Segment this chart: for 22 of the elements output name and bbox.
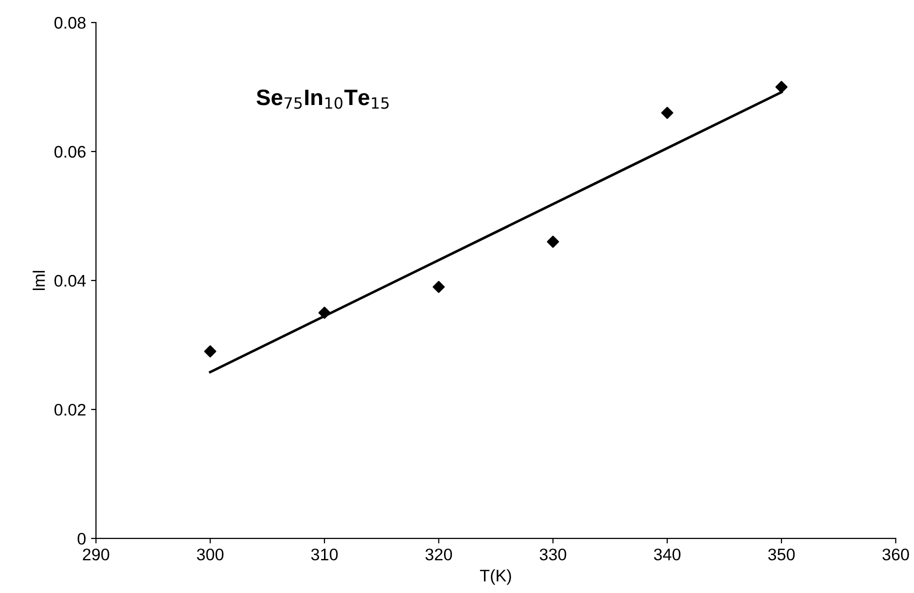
point	[546, 236, 560, 248]
x-tick-label: 310	[311, 548, 338, 560]
y-axis-title: lml	[32, 270, 45, 290]
point	[318, 306, 331, 319]
x-tick-label: 320	[425, 548, 452, 560]
y-tick-label: 0.08	[54, 16, 86, 29]
point	[432, 280, 445, 294]
y-tick-label: 0.02	[54, 404, 86, 416]
x-tick-label: 290	[82, 548, 110, 560]
x-tick-label: 330	[540, 548, 566, 560]
y-tick-label: 0.04	[54, 274, 86, 287]
point	[775, 80, 788, 94]
x-tick-label: 350	[768, 548, 795, 560]
y-tick-label: 0.06	[54, 146, 86, 158]
x-axis-title: T(K)	[480, 569, 512, 585]
point	[204, 345, 216, 358]
x-tick-label: 300	[196, 548, 224, 560]
y-tick-label: 0	[78, 532, 86, 545]
annotation: Se$_{75}$In$_{10}$Te$_{15}$	[256, 90, 389, 109]
x-tick-label: 360	[882, 548, 909, 560]
x-tick-label: 340	[654, 548, 680, 560]
point	[661, 106, 674, 119]
